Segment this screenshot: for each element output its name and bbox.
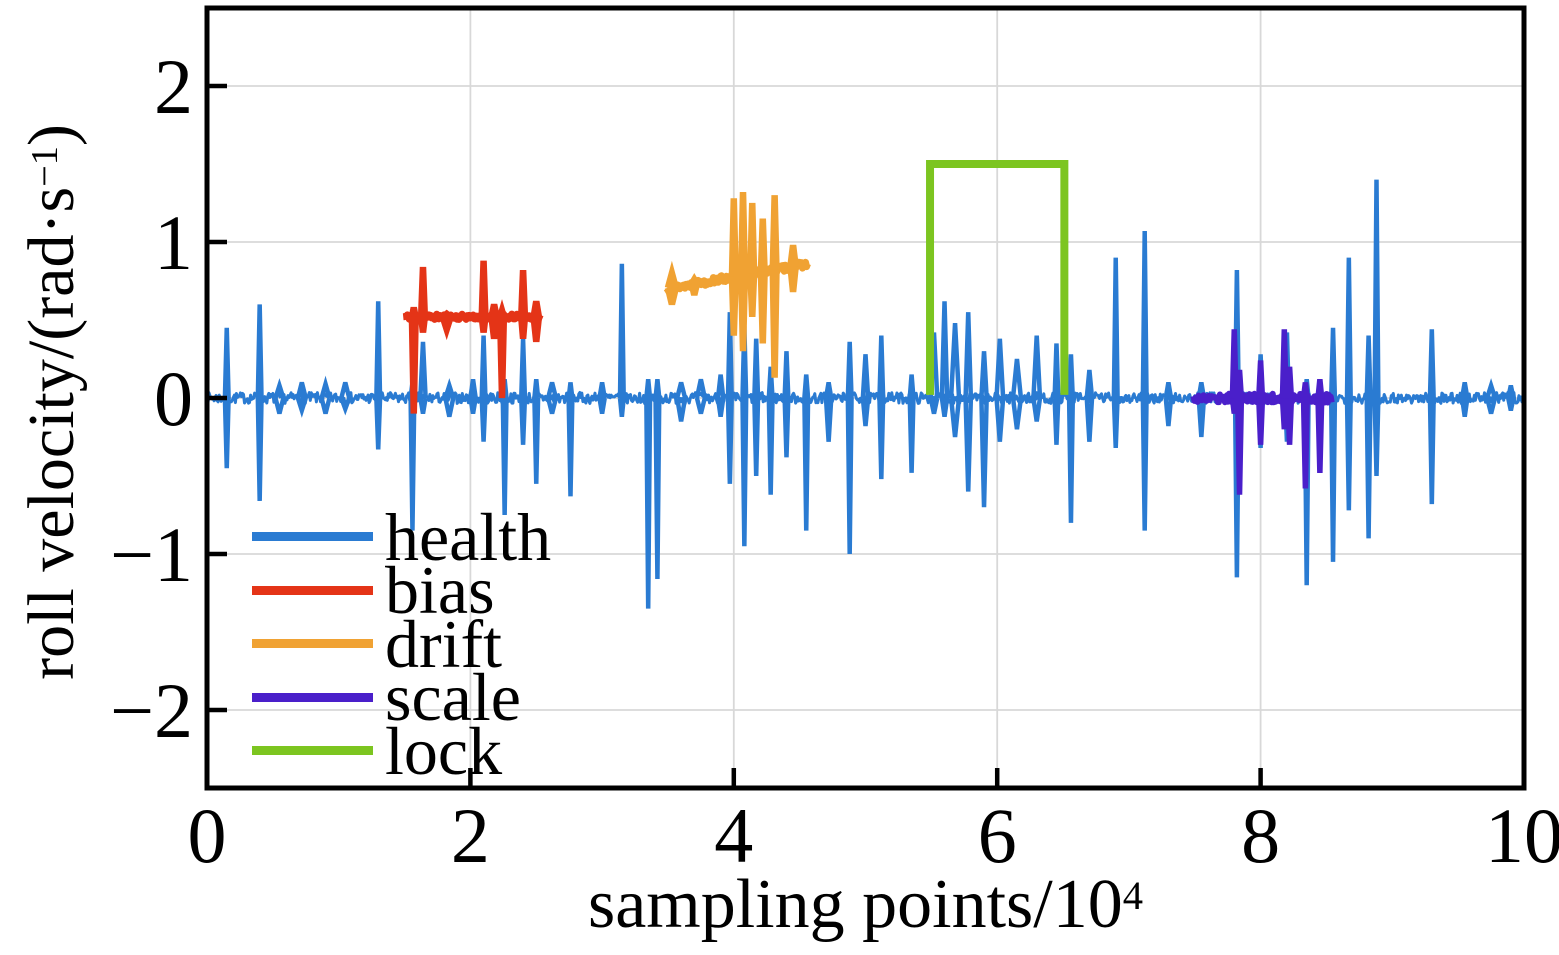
x-tick-label: 2 xyxy=(451,792,490,879)
legend-item-bias: bias xyxy=(252,556,551,624)
series-health-spikes xyxy=(222,179,1516,609)
legend-swatch-bias xyxy=(252,585,373,595)
x-tick-label: 4 xyxy=(714,792,753,879)
y-tick-label: −2 xyxy=(110,667,193,754)
legend-swatch-scale xyxy=(252,692,373,702)
legend-label-scale: scale xyxy=(385,659,521,736)
legend-swatch-lock xyxy=(252,746,373,756)
legend-label-bias: bias xyxy=(385,552,495,629)
x-axis-title-superscript: 4 xyxy=(1122,873,1144,919)
legend-item-health: health xyxy=(252,503,551,571)
legend-item-drift: drift xyxy=(252,610,551,678)
y-tick-label: −1 xyxy=(110,511,193,598)
x-tick-label: 0 xyxy=(188,792,227,879)
legend-label-lock: lock xyxy=(385,712,503,789)
legend-swatch-health xyxy=(252,532,373,542)
y-axis-title: roll velocity/(rad·s−1) xyxy=(15,124,88,680)
x-tick-label: 8 xyxy=(1241,792,1280,879)
y-tick-label: 2 xyxy=(154,43,193,130)
series-lock xyxy=(926,160,1069,395)
y-axis-title-close: ) xyxy=(15,124,88,147)
series-drift-spikes xyxy=(664,192,799,378)
legend-item-lock: lock xyxy=(252,717,551,785)
legend-swatch-drift xyxy=(252,639,373,649)
x-tick-label: 10 xyxy=(1485,792,1559,879)
legend-item-scale: scale xyxy=(252,663,551,731)
x-tick-label: 6 xyxy=(978,792,1017,879)
y-tick-label: 0 xyxy=(154,355,193,442)
x-axis-title: sampling points/104 xyxy=(207,868,1524,942)
series-scale-spikes xyxy=(1229,329,1325,495)
y-axis-title-text: roll velocity/(rad·s xyxy=(15,186,88,680)
x-axis-title-text: sampling points/10 xyxy=(587,866,1123,943)
y-tick-label: 1 xyxy=(154,199,193,286)
legend-label-health: health xyxy=(385,498,552,575)
y-axis-title-superscript: −1 xyxy=(23,146,66,187)
series-bias-spikes xyxy=(408,260,543,414)
legend: health bias drift scale lock xyxy=(252,503,551,785)
legend-label-drift: drift xyxy=(385,605,503,682)
